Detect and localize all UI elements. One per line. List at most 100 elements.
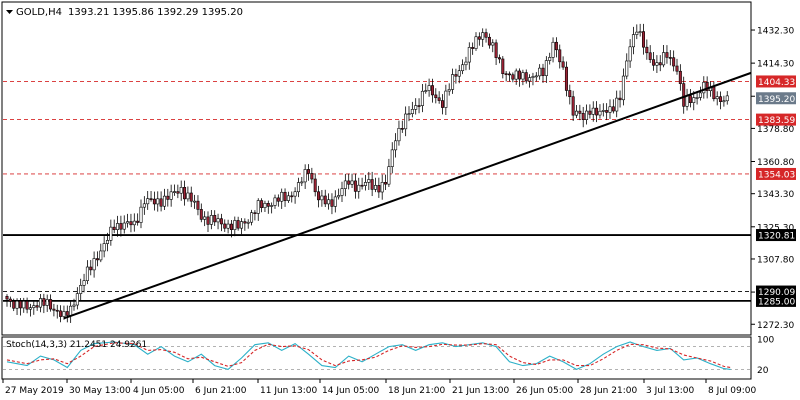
candle-body (440, 100, 444, 108)
candle-body (373, 185, 377, 190)
candle (159, 191, 163, 212)
candle (347, 173, 351, 190)
level-label: 1290.09 (758, 288, 795, 298)
level-label: 1285.00 (758, 297, 795, 307)
candle (313, 173, 317, 197)
candle (373, 177, 377, 193)
candle-body (387, 166, 391, 185)
level-label-bg (756, 285, 796, 298)
candle (270, 202, 274, 214)
triangle-down-icon[interactable] (6, 10, 13, 14)
candle-body (327, 199, 331, 205)
candle (494, 39, 498, 66)
candle-body (554, 41, 558, 51)
candle (698, 86, 702, 101)
candle-body (102, 243, 106, 252)
candle-body (668, 57, 672, 59)
price-tick-label: 1343.30 (757, 190, 794, 200)
candle (59, 305, 63, 323)
candle-body (42, 298, 46, 306)
candle (648, 45, 652, 63)
candle (605, 103, 609, 121)
main-chart-frame (1, 1, 752, 336)
candle (209, 209, 213, 230)
level-label-bg (756, 167, 796, 180)
candle (541, 63, 545, 83)
candle-body (682, 83, 686, 107)
level-label-bg (756, 229, 796, 242)
candle-body (548, 57, 552, 61)
candle (92, 251, 96, 278)
time-tick-label: 11 Jun 13:00 (260, 386, 317, 396)
price-tick-label: 1325.30 (757, 223, 794, 233)
candle-body (484, 32, 488, 38)
candle (390, 142, 394, 174)
candle-body (695, 97, 699, 99)
candle-body (541, 67, 545, 76)
candle-body (72, 304, 76, 307)
candle (35, 301, 39, 311)
candle (283, 188, 287, 207)
candle-body (497, 57, 501, 60)
candle-body (62, 311, 66, 317)
candle-body (156, 198, 160, 205)
candle (668, 50, 672, 66)
candle (18, 298, 22, 316)
candle-body (45, 299, 49, 306)
candle-body (260, 200, 264, 208)
time-tick-label: 8 Jul 09:00 (708, 386, 757, 396)
candle (327, 193, 331, 210)
candle-body (92, 258, 96, 271)
candle (474, 32, 478, 51)
candle (641, 23, 645, 55)
candle-body (49, 299, 53, 310)
candle-body (578, 110, 582, 114)
candle-body (286, 195, 290, 201)
candle-body (206, 216, 210, 225)
candle (477, 32, 481, 46)
candle (538, 64, 542, 80)
candle (487, 33, 491, 49)
price-tick-label: 1360.80 (757, 158, 794, 168)
candle (708, 81, 712, 97)
candle-body (32, 305, 36, 308)
candle-body (494, 42, 498, 58)
candle (384, 174, 388, 190)
candle (293, 187, 297, 204)
candle-body (317, 191, 321, 201)
candle (404, 106, 408, 137)
candle (25, 297, 29, 314)
candle (387, 158, 391, 188)
candle-body (330, 199, 334, 207)
candle-body (464, 61, 468, 66)
candle (377, 177, 381, 198)
candle (367, 171, 371, 190)
candle-body (293, 191, 297, 197)
candle (229, 219, 233, 238)
candle (688, 89, 692, 108)
candle (507, 71, 511, 82)
candle-body (363, 182, 367, 186)
candle (511, 72, 515, 83)
candle-body (471, 47, 475, 49)
level-label: 1383.59 (758, 116, 795, 126)
candle (461, 59, 465, 75)
candle-body (79, 285, 83, 294)
candle-body (320, 195, 324, 201)
candle-body (179, 187, 183, 194)
candle (152, 191, 156, 211)
candle (662, 45, 666, 68)
candle (430, 78, 434, 103)
candle-body (725, 95, 729, 102)
candle-body (126, 221, 130, 224)
candle (12, 298, 16, 312)
current-price-label-bg (756, 92, 796, 105)
candle-body (116, 223, 120, 230)
candle-body (712, 86, 716, 100)
candle (625, 53, 629, 80)
candle (715, 91, 719, 106)
level-label: 1404.33 (758, 78, 795, 88)
candle-body (574, 110, 578, 116)
trendline (63, 71, 752, 320)
candle-body (561, 61, 565, 68)
